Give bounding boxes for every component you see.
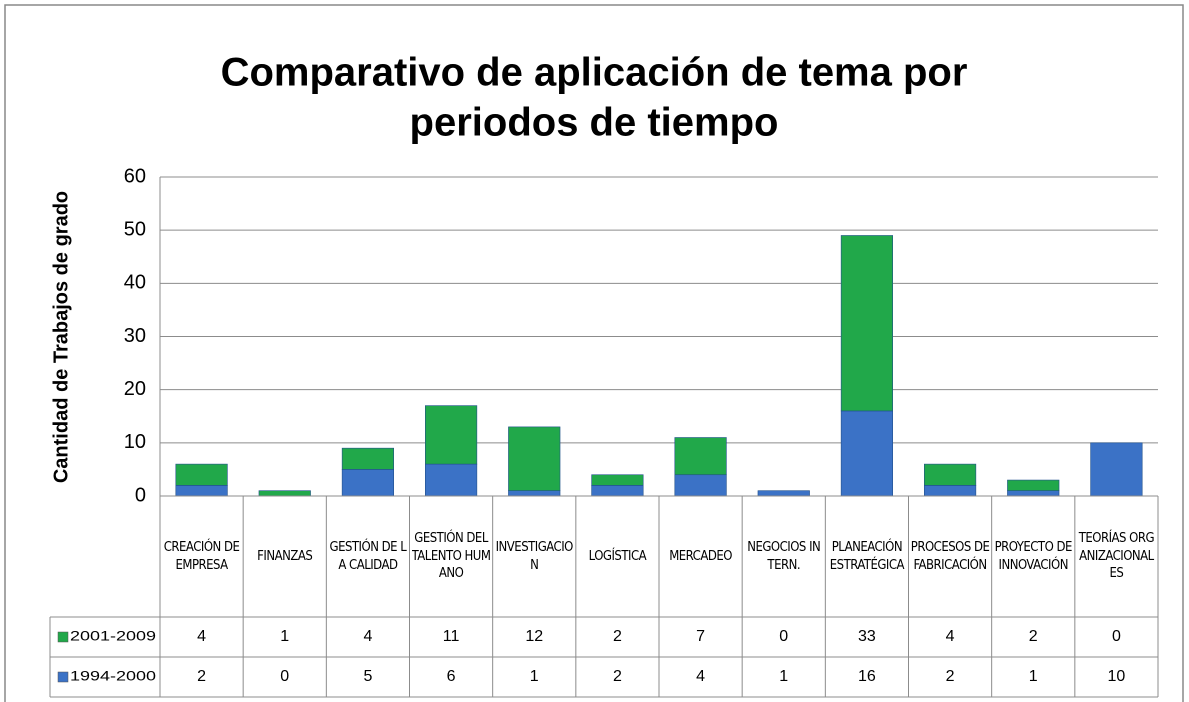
y-tick-label: 0 <box>135 484 146 506</box>
category-cell: GESTIÓN DEL TALENTO HUMANO <box>411 531 491 582</box>
x-tick-label: FINANZAS <box>257 548 313 564</box>
x-tick-label: GESTIÓN DE LA CALIDAD <box>329 539 407 573</box>
table-value: 4 <box>363 628 372 645</box>
x-tick-label: MERCADEO <box>669 548 732 564</box>
table-value: 0 <box>779 628 788 645</box>
bar-segment <box>591 474 644 486</box>
bar-segment <box>674 437 727 476</box>
bar-segment <box>508 426 561 491</box>
category-cell: PLANEACIÓN ESTRATÉGICA <box>829 539 905 573</box>
category-cell: INVESTIGACION <box>495 539 574 573</box>
legend-label: 1994-2000 <box>70 668 156 684</box>
bar-segment <box>1007 479 1060 491</box>
table-value: 16 <box>858 668 876 685</box>
category-cell: TEORÍAS ORGANIZACIONALES <box>1078 531 1155 582</box>
bar-segment <box>840 235 893 412</box>
y-tick-label: 20 <box>124 378 146 400</box>
chart-title-line2: periodos de tiempo <box>410 101 779 145</box>
table-value: 1 <box>779 668 788 685</box>
x-tick-label: INVESTIGACION <box>495 539 574 573</box>
category-cell: PROYECTO DE INNOVACIÓN <box>994 539 1073 573</box>
table-value: 2 <box>1029 628 1038 645</box>
x-tick-label: NEGOCIOS INTERN. <box>747 539 821 573</box>
bar-segment <box>924 485 977 497</box>
chart-frame <box>4 4 1184 702</box>
table-value: 12 <box>525 628 543 645</box>
y-tick-label: 30 <box>124 325 146 347</box>
table-value: 4 <box>946 628 955 645</box>
y-tick-label: 40 <box>124 272 146 294</box>
category-cell: LOGÍSTICA <box>588 548 647 564</box>
table-value: 11 <box>443 628 460 645</box>
y-tick-label: 60 <box>124 165 146 187</box>
table-value: 2 <box>197 668 206 685</box>
table-value: 6 <box>447 668 456 685</box>
bar-segment <box>757 490 810 497</box>
legend-label: 2001-2009 <box>70 628 156 644</box>
bar-segment <box>425 463 478 497</box>
category-cell: FINANZAS <box>257 548 313 564</box>
table-value: 5 <box>363 668 372 685</box>
table-value: 4 <box>696 668 705 685</box>
chart-title: Comparativo de aplicación de tema por <box>221 51 968 95</box>
legend-swatch <box>57 631 69 643</box>
bar-segment <box>1007 490 1060 497</box>
legend-swatch <box>57 671 69 683</box>
table-value: 1 <box>530 668 539 685</box>
table-value: 1 <box>1029 668 1038 685</box>
table-value: 0 <box>1112 628 1121 645</box>
bar-segment <box>341 447 394 470</box>
bar-segment <box>924 463 977 486</box>
x-tick-label: LOGÍSTICA <box>588 548 647 564</box>
x-tick-label: PLANEACIÓN ESTRATÉGICA <box>829 539 905 573</box>
category-cell: NEGOCIOS INTERN. <box>747 539 821 573</box>
table-value: 2 <box>613 628 622 645</box>
bar-segment <box>341 469 394 497</box>
bar-segment <box>175 463 228 486</box>
y-tick-label: 50 <box>124 218 146 240</box>
table-value: 0 <box>280 668 289 685</box>
bar-segment <box>674 474 727 497</box>
x-tick-label: TEORÍAS ORGANIZACIONALES <box>1078 531 1155 582</box>
bar-segment <box>840 410 893 497</box>
y-axis-label: Cantidad de Trabajos de grado <box>50 191 72 483</box>
y-tick-label: 10 <box>124 431 146 453</box>
x-tick-label: GESTIÓN DEL TALENTO HUMANO <box>411 531 491 582</box>
category-cell: MERCADEO <box>669 548 732 564</box>
table-value: 7 <box>696 628 705 645</box>
bar-segment <box>175 485 228 497</box>
bar-segment <box>508 490 561 497</box>
table-value: 33 <box>858 628 876 645</box>
bar-segment <box>1090 442 1143 497</box>
category-cell: PROCESOS DE FABRICACIÓN <box>910 539 990 573</box>
bar-segment <box>591 485 644 497</box>
x-tick-label: CREACIÓN DE EMPRESA <box>163 539 240 573</box>
table-value: 1 <box>280 628 289 645</box>
bar-segment <box>425 405 478 465</box>
table-value: 2 <box>613 668 622 685</box>
table-value: 4 <box>197 628 206 645</box>
x-tick-label: PROYECTO DE INNOVACIÓN <box>994 539 1073 573</box>
table-value: 2 <box>946 668 955 685</box>
table-value: 10 <box>1108 668 1126 685</box>
category-cell: CREACIÓN DE EMPRESA <box>163 539 240 573</box>
x-tick-label: PROCESOS DE FABRICACIÓN <box>910 539 990 573</box>
category-cell: GESTIÓN DE LA CALIDAD <box>329 539 407 573</box>
bar-segment <box>258 490 311 497</box>
